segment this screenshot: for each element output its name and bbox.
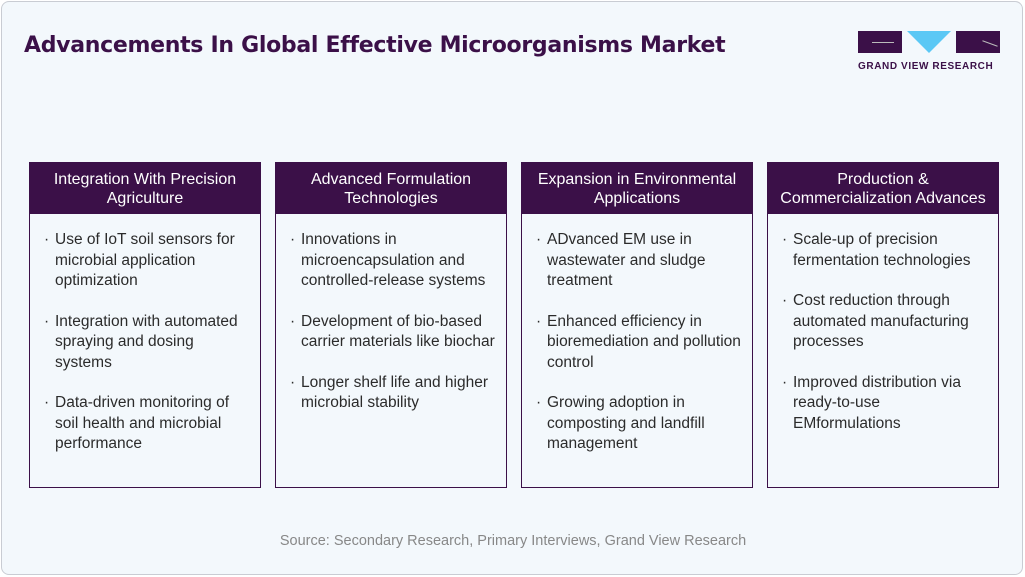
card-title: Advanced Formulation Technologies (310, 170, 472, 207)
list-item: Scale-up of precision fermentation techn… (782, 230, 988, 271)
page-title: Advancements In Global Effective Microor… (24, 33, 726, 58)
card-header: Production & Commercialization Advances (768, 163, 998, 214)
card-title: Integration With Precision Agriculture (53, 170, 237, 207)
list-item: Data-driven monitoring of soil health an… (44, 393, 250, 455)
card-header: Expansion in Environmental Applications (522, 163, 752, 214)
card-title: Expansion in Environmental Applications (537, 170, 737, 207)
logo-mark-g (858, 31, 902, 53)
list-item: Longer shelf life and higher microbial s… (290, 373, 496, 414)
card-title: Production & Commercialization Advances (780, 170, 986, 207)
card-list: ADvanced EM use in wastewater and sludge… (522, 214, 752, 455)
list-item: Integration with automated spraying and … (44, 312, 250, 374)
card: Production & Commercialization Advances S… (767, 162, 999, 488)
card: Expansion in Environmental Applications A… (521, 162, 753, 488)
card-header: Integration With Precision Agriculture (30, 163, 260, 214)
card-list: Scale-up of precision fermentation techn… (768, 214, 998, 434)
card: Advanced Formulation Technologies Innovat… (275, 162, 507, 488)
card: Integration With Precision Agriculture Us… (29, 162, 261, 488)
card-list: Innovations in microencapsulation and co… (276, 214, 506, 414)
list-item: Development of bio-based carrier materia… (290, 312, 496, 353)
card-header: Advanced Formulation Technologies (276, 163, 506, 214)
list-item: Innovations in microencapsulation and co… (290, 230, 496, 292)
list-item: ADvanced EM use in wastewater and sludge… (536, 230, 742, 292)
list-item: Growing adoption in composting and landf… (536, 393, 742, 455)
card-list: Use of IoT soil sensors for microbial ap… (30, 214, 260, 455)
logo-mark-v (907, 31, 951, 53)
list-item: Cost reduction through automated manufac… (782, 291, 988, 353)
list-item: Use of IoT soil sensors for microbial ap… (44, 230, 250, 292)
source-note: Source: Secondary Research, Primary Inte… (279, 533, 747, 549)
logo-text: GRAND VIEW RESEARCH (858, 61, 994, 72)
logo-mark-r (956, 31, 1000, 53)
list-item: Improved distribution via ready-to-use E… (782, 373, 988, 435)
logo: GRAND VIEW RESEARCH (858, 31, 1000, 72)
list-item: Enhanced efficiency in bioremediation an… (536, 312, 742, 374)
